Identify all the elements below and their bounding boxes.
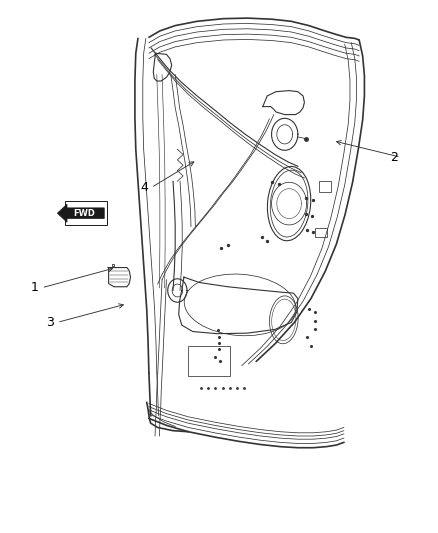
Text: 2: 2 <box>390 151 398 164</box>
Text: 1: 1 <box>31 281 39 294</box>
Text: FWD: FWD <box>73 209 95 217</box>
Text: 3: 3 <box>46 316 54 329</box>
Bar <box>319 181 331 192</box>
Bar <box>188 346 230 376</box>
Text: 4: 4 <box>141 181 148 194</box>
FancyArrow shape <box>57 204 104 222</box>
Bar <box>315 228 327 237</box>
